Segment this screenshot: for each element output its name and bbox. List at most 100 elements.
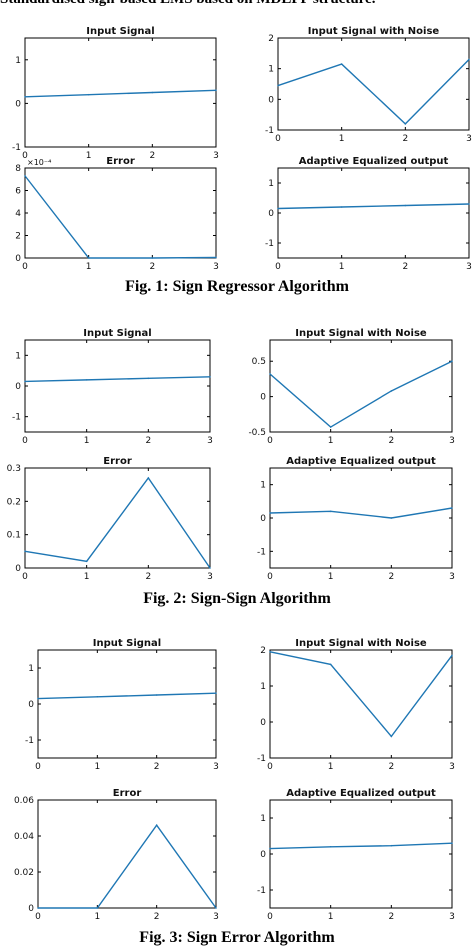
x-tick-label: 1 (339, 262, 345, 272)
data-point (87, 93, 90, 96)
y-exponent-label: ×10⁻⁴ (27, 158, 51, 167)
subplot-7: Error 0 1 2 3 0 0.1 0.2 0.3 (7, 456, 213, 582)
y-tick-label: 0 (28, 700, 34, 710)
data-point (404, 123, 407, 125)
data-point (24, 550, 26, 553)
data-point (155, 694, 158, 696)
data-point (340, 206, 343, 208)
data-point (215, 89, 217, 92)
y-tick-label: 0.04 (14, 832, 34, 842)
data-point (24, 380, 26, 383)
x-tick-label: 0 (22, 262, 28, 272)
subplot-9: Input Signal 0 1 2 3 -1 0 1 (25, 638, 219, 772)
data-point (215, 256, 217, 259)
y-tick-label: -1 (12, 413, 21, 423)
x-tick-label: 2 (154, 762, 160, 772)
plot-frame (269, 467, 453, 569)
data-point (451, 507, 453, 509)
data-point (329, 426, 332, 428)
x-tick-label: 1 (328, 572, 334, 582)
plot-title: Input Signal (83, 328, 151, 339)
data-point (151, 257, 154, 259)
data-point (85, 379, 88, 381)
subplot-11: Error 0 1 2 3 0 0.02 0.04 0.06 (14, 788, 219, 922)
y-tick-label: 8 (15, 164, 21, 174)
data-point (37, 907, 39, 909)
data-point (277, 207, 279, 210)
x-tick-label: 1 (86, 151, 92, 161)
x-tick-label: 1 (86, 262, 92, 272)
data-point (329, 846, 332, 848)
y-tick-label: 0 (15, 254, 21, 264)
data-point (390, 844, 393, 847)
x-tick-label: 0 (35, 762, 41, 772)
data-point (451, 842, 453, 844)
data-point (215, 907, 217, 909)
x-tick-label: 3 (449, 572, 455, 582)
y-tick-label: 6 (15, 187, 21, 197)
data-point (277, 84, 279, 87)
series-line (24, 376, 211, 383)
plot-frame (24, 339, 211, 433)
y-tick-label: 0 (15, 99, 21, 109)
x-tick-label: 2 (154, 912, 160, 922)
y-tick-label: 1 (268, 179, 274, 189)
plot-frame (37, 649, 217, 759)
plot-title: Input Signal (93, 638, 161, 649)
x-tick-label: 1 (328, 436, 334, 446)
data-point (87, 257, 90, 259)
x-tick-label: 0 (267, 436, 273, 446)
y-tick-label: -1 (265, 126, 274, 136)
plot-frame (24, 467, 211, 569)
series-line (269, 651, 453, 738)
data-point (468, 203, 470, 205)
series-line (24, 476, 211, 569)
subplot-4: Adaptive Equalized output 0 1 2 3 -1 0 1 (265, 156, 472, 272)
x-tick-label: 2 (402, 134, 408, 144)
y-tick-label: 1 (268, 65, 274, 75)
x-tick-label: 3 (466, 262, 472, 272)
x-tick-label: 2 (149, 262, 155, 272)
data-point (96, 696, 99, 698)
y-tick-label: 0 (268, 209, 274, 219)
x-tick-label: 1 (339, 134, 345, 144)
y-tick-label: -1 (257, 754, 266, 764)
figure-3-caption: Fig. 3: Sign Error Algorithm (139, 929, 335, 946)
y-tick-label: 0 (260, 393, 266, 403)
y-tick-label: 1 (15, 56, 21, 66)
x-tick-label: 1 (328, 762, 334, 772)
plot-title: Error (106, 156, 135, 167)
series-line (24, 175, 217, 259)
plot-title: Input Signal with Noise (295, 328, 427, 339)
y-tick-label: 1 (15, 351, 21, 361)
y-tick-label: 1 (260, 481, 266, 491)
x-tick-label: 3 (207, 436, 213, 446)
y-tick-label: 0.3 (7, 464, 21, 474)
data-point (147, 377, 150, 380)
y-tick-label: 0 (15, 564, 21, 574)
data-point (96, 907, 99, 909)
y-tick-label: 0.1 (7, 531, 21, 541)
y-tick-label: 0.5 (252, 357, 266, 367)
series-line (269, 507, 453, 519)
plot-frame (24, 37, 217, 148)
series-line (38, 823, 217, 909)
data-point (390, 517, 393, 519)
plot-title: Adaptive Equalized output (286, 456, 436, 467)
subplot-3: Error 0 1 2 3 0 2 4 6 8 ×10⁻⁴ (15, 156, 219, 272)
x-tick-label: 0 (267, 572, 273, 582)
x-tick-label: 3 (213, 151, 219, 161)
x-tick-label: 3 (213, 762, 219, 772)
plot-frame (277, 167, 470, 259)
figure-2-caption: Fig. 2: Sign-Sign Algorithm (143, 590, 331, 607)
y-tick-label: 1 (28, 664, 34, 674)
y-tick-label: 0 (260, 718, 266, 728)
data-point (215, 692, 217, 694)
plot-frame (269, 649, 453, 759)
x-tick-label: 2 (402, 262, 408, 272)
plot-frame (277, 37, 470, 131)
x-tick-label: 3 (449, 436, 455, 446)
y-tick-label: 0 (28, 904, 34, 914)
